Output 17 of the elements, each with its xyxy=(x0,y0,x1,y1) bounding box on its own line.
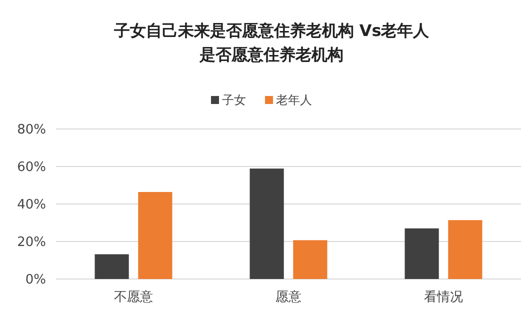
chart-title: 子女自己未来是否愿意住养老机构 Vs老年人是否愿意住养老机构 xyxy=(112,21,430,64)
y-tick-label: 0% xyxy=(25,272,46,288)
y-tick-label: 80% xyxy=(17,122,46,138)
bar xyxy=(293,240,328,279)
legend-label: 子女 xyxy=(222,93,246,107)
x-tick-label: 愿意 xyxy=(276,290,302,305)
y-tick-label: 20% xyxy=(17,235,46,250)
x-tick-label: 不愿意 xyxy=(114,290,153,305)
bar xyxy=(138,192,172,279)
y-tick-label: 40% xyxy=(17,198,46,213)
x-tick-label: 看情况 xyxy=(424,290,463,305)
bar xyxy=(94,254,129,279)
bar xyxy=(250,168,284,279)
bar xyxy=(404,228,439,279)
legend-label: 老年人 xyxy=(276,93,312,107)
y-tick-label: 60% xyxy=(17,160,46,176)
bar xyxy=(448,220,482,279)
